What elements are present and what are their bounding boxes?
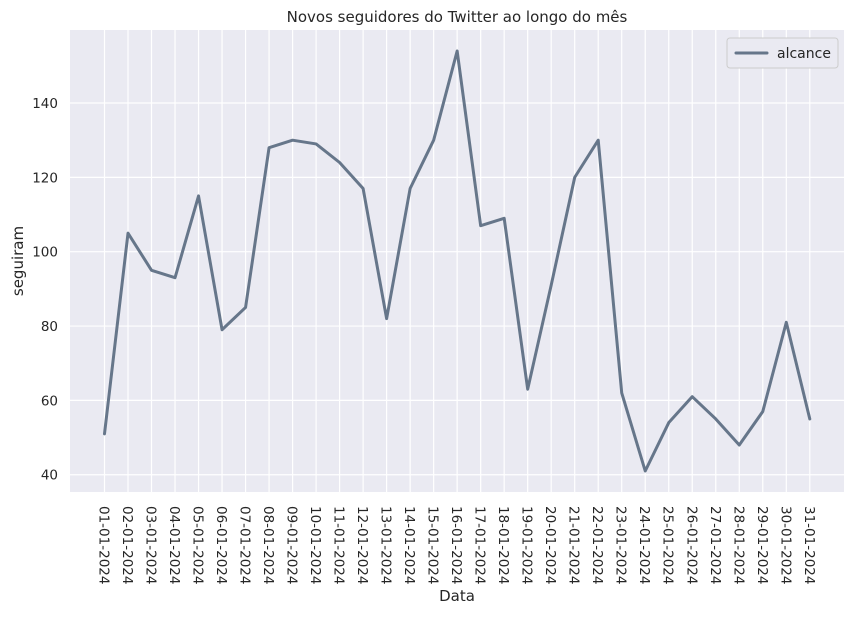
x-axis-ticks: 01-01-2024 02-01-2024 03-01-2024 04-01-2024…: [96, 506, 817, 584]
y-axis-label: seguiram: [9, 226, 27, 296]
x-tick-label: 29-01-2024: [754, 506, 770, 584]
legend-label-alcance: alcance: [777, 46, 831, 62]
y-tick-label: 140: [32, 96, 58, 112]
chart-title: Novos seguidores do Twitter ao longo do …: [287, 8, 628, 26]
y-tick-label: 60: [41, 393, 58, 409]
x-tick-label: 03-01-2024: [143, 506, 159, 584]
x-tick-label: 14-01-2024: [401, 506, 417, 584]
y-axis-ticks: 40 60 80 100 120 140: [32, 96, 58, 484]
x-tick-label: 01-01-2024: [96, 506, 112, 584]
y-tick-label: 100: [32, 245, 58, 261]
grid: [70, 30, 844, 492]
y-tick-label: 120: [32, 170, 58, 186]
x-tick-label: 11-01-2024: [331, 506, 347, 584]
x-tick-label: 02-01-2024: [119, 506, 135, 584]
x-tick-label: 21-01-2024: [566, 506, 582, 584]
x-tick-label: 13-01-2024: [378, 506, 394, 584]
x-tick-label: 22-01-2024: [589, 506, 605, 584]
x-tick-label: 26-01-2024: [683, 506, 699, 584]
legend-box: [726, 37, 839, 69]
x-tick-label: 06-01-2024: [213, 506, 229, 584]
x-tick-label: 15-01-2024: [425, 506, 441, 584]
x-tick-label: 31-01-2024: [801, 506, 817, 584]
x-tick-label: 27-01-2024: [707, 506, 723, 584]
x-tick-label: 12-01-2024: [354, 506, 370, 584]
series-line-alcance: [103, 49, 812, 473]
x-tick-label: 19-01-2024: [519, 506, 535, 584]
x-tick-label: 18-01-2024: [495, 506, 511, 584]
x-tick-label: 09-01-2024: [284, 506, 300, 584]
y-tick-label: 40: [41, 468, 58, 484]
x-tick-label: 28-01-2024: [730, 506, 746, 584]
x-tick-label: 04-01-2024: [166, 506, 182, 584]
x-tick-label: 17-01-2024: [472, 506, 488, 584]
series-layer: [103, 49, 812, 473]
x-axis-label: Data: [439, 587, 475, 605]
x-tick-label: 25-01-2024: [660, 506, 676, 584]
x-tick-label: 23-01-2024: [613, 506, 629, 584]
x-tick-label: 10-01-2024: [307, 506, 323, 584]
x-tick-label: 05-01-2024: [190, 506, 206, 584]
x-tick-label: 20-01-2024: [542, 506, 558, 584]
y-tick-label: 80: [41, 319, 58, 335]
x-tick-label: 24-01-2024: [636, 506, 652, 584]
x-tick-label: 16-01-2024: [448, 506, 464, 584]
x-tick-label: 30-01-2024: [777, 506, 793, 584]
x-tick-label: 07-01-2024: [237, 506, 253, 584]
legend: alcance: [726, 37, 839, 69]
x-tick-label: 08-01-2024: [260, 506, 276, 584]
